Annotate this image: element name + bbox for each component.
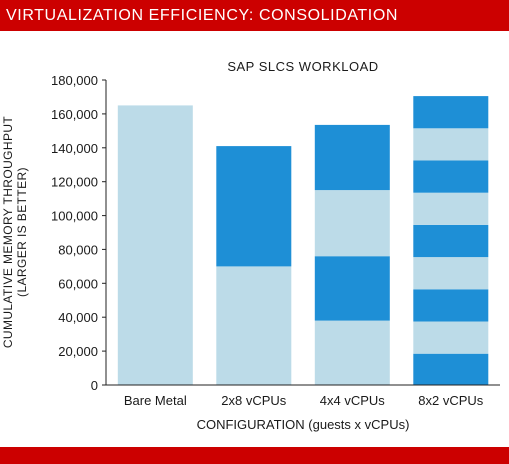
x-axis-label: CONFIGURATION (guests x vCPUs) (197, 417, 410, 432)
x-tick-label: 4x4 vCPUs (320, 393, 386, 408)
bar-segment (413, 96, 489, 129)
bar-segment (216, 266, 292, 385)
y-tick-label: 0 (91, 378, 98, 393)
chart-title: SAP SLCS WORKLOAD (227, 59, 378, 74)
bar-segment (413, 289, 489, 322)
y-axis-label-line-1: CUMULATIVE MEMORY THROUGHPUT (1, 116, 15, 349)
y-tick-label: 180,000 (51, 73, 98, 88)
bar-segment (413, 257, 489, 290)
stacked-bar-chart: SAP SLCS WORKLOAD CUMULATIVE MEMORY THRO… (1, 59, 500, 432)
bar-segment (314, 124, 390, 191)
bar-segment (413, 224, 489, 258)
y-tick-label: 80,000 (58, 242, 98, 257)
bar-segment (216, 146, 292, 267)
footer-band (0, 447, 509, 464)
bar-segment (413, 353, 489, 385)
y-tick-label: 100,000 (51, 209, 98, 224)
y-tick-label: 120,000 (51, 175, 98, 190)
y-tick-label: 140,000 (51, 141, 98, 156)
bar-segment (314, 256, 390, 321)
bar-segment (314, 190, 390, 257)
y-tick-label: 40,000 (58, 310, 98, 325)
bar-segment (413, 192, 489, 225)
x-tick-label: 8x2 vCPUs (418, 393, 484, 408)
y-axis-label: CUMULATIVE MEMORY THROUGHPUT (LARGER IS … (1, 116, 29, 349)
bar-segment (413, 128, 489, 161)
y-tick-label: 60,000 (58, 276, 98, 291)
x-tick-label: 2x8 vCPUs (221, 393, 287, 408)
y-tick-label: 20,000 (58, 344, 98, 359)
y-axis-label-line-2: (LARGER IS BETTER) (15, 167, 29, 297)
y-tick-label: 160,000 (51, 107, 98, 122)
bar-segment (413, 321, 489, 354)
bar-segment (117, 105, 193, 386)
x-tick-label: Bare Metal (124, 393, 187, 408)
header-title: VIRTUALIZATION EFFICIENCY: CONSOLIDATION (6, 7, 399, 24)
header-band: VIRTUALIZATION EFFICIENCY: CONSOLIDATION (0, 0, 509, 31)
bar-segment (314, 320, 390, 385)
bar-segment (413, 160, 489, 193)
